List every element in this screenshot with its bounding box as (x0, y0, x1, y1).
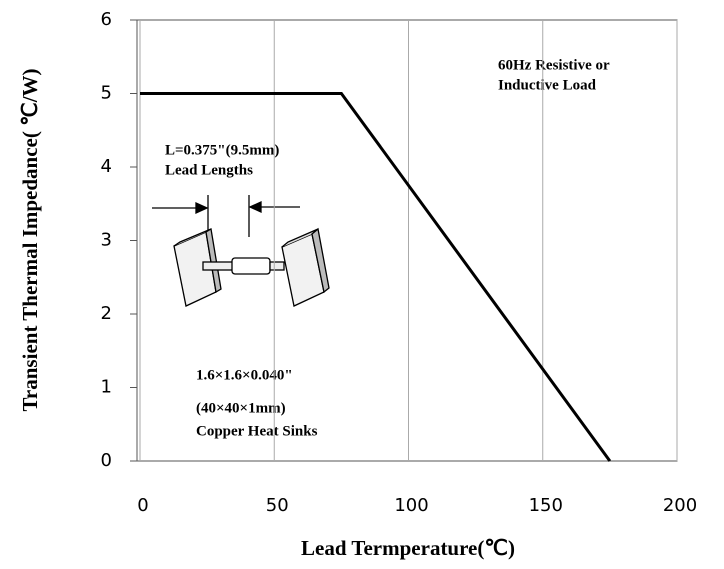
y-tick-label: 1 (101, 377, 112, 398)
annotation: 60Hz Resistive or (498, 57, 610, 73)
x-tick-label: 100 (394, 495, 428, 516)
y-tick-label: 3 (101, 230, 112, 251)
annotation: 1.6×1.6×0.040" (196, 367, 293, 383)
x-tick-label: 50 (266, 495, 289, 516)
y-tick-label: 4 (101, 156, 112, 177)
annotation: Copper Heat Sinks (196, 423, 318, 439)
x-tick-label: 150 (529, 495, 563, 516)
x-tick-label: 0 (137, 495, 148, 516)
annotation: Inductive Load (498, 77, 597, 93)
y-tick-label: 2 (101, 303, 112, 324)
y-axis-label: Transient Thermal Impedance( ℃/W) (18, 68, 42, 411)
annotation: L=0.375"(9.5mm) (165, 142, 279, 158)
heat-sink-diagram (152, 195, 330, 307)
y-tick-label: 6 (101, 9, 112, 30)
y-tick-label: 5 (101, 83, 112, 104)
annotation: (40×40×1mm) (196, 400, 286, 416)
x-axis-label: Lead Termperature(℃) (301, 536, 515, 560)
y-tick-label: 0 (101, 450, 112, 471)
annotation: Lead Lengths (165, 162, 253, 178)
plot-border (136, 19, 678, 462)
x-tick-label: 200 (663, 495, 697, 516)
data-line (140, 92, 612, 462)
